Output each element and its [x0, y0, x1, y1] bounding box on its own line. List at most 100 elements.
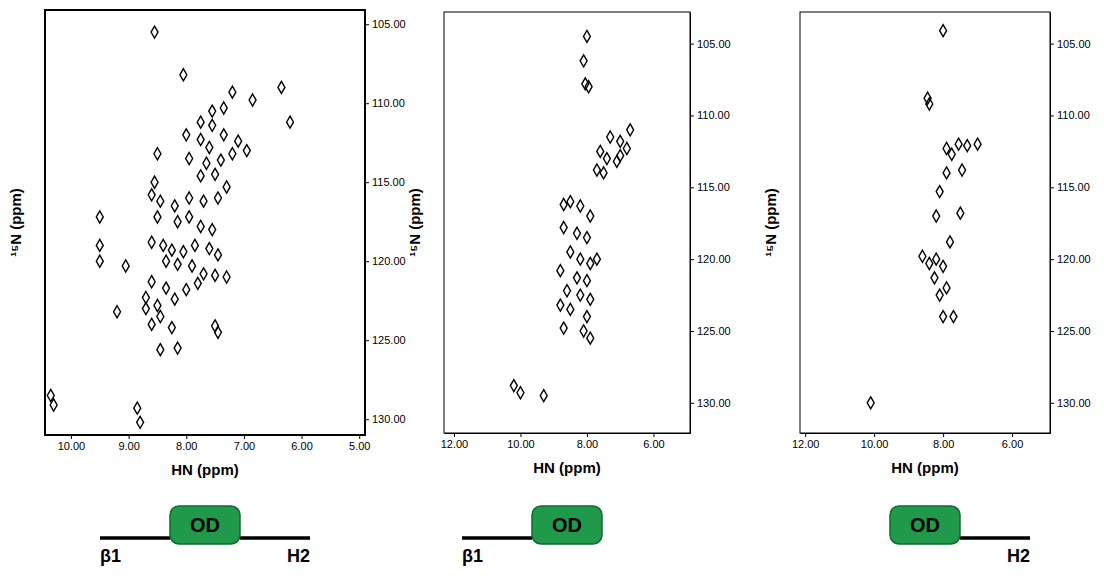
peak — [209, 119, 216, 131]
peak — [243, 145, 250, 157]
x-tick: 6.00 — [291, 435, 312, 452]
spectrum-panel: 10.009.008.007.006.005.00105.00110.00115… — [7, 10, 406, 566]
peak — [122, 260, 129, 272]
y-tick: 125.00 — [690, 325, 731, 337]
peak — [186, 152, 193, 164]
peak — [171, 200, 178, 212]
peak — [510, 380, 517, 392]
domain-label: OD — [552, 514, 582, 536]
x-tick: 8.00 — [176, 435, 197, 452]
peak — [197, 220, 204, 232]
x-tick-mark — [943, 433, 944, 437]
peak — [950, 311, 957, 323]
peak — [189, 260, 196, 272]
y-tick: 105.00 — [690, 38, 731, 50]
peak — [573, 272, 580, 284]
x-tick-mark — [587, 433, 588, 437]
peak — [587, 210, 594, 222]
x-tick-label: 9.00 — [118, 440, 139, 452]
x-tick-label: 12.00 — [441, 438, 469, 450]
x-tick-label: 8.00 — [933, 438, 954, 450]
peak — [206, 141, 213, 153]
x-tick-label: 6.00 — [643, 438, 664, 450]
y-tick-mark — [365, 24, 369, 25]
x-tick-label: 10.00 — [58, 440, 86, 452]
peak — [174, 216, 181, 228]
y-tick-label: 105.00 — [372, 18, 406, 30]
x-tick: 12.00 — [441, 433, 469, 450]
peak — [593, 253, 600, 265]
peak — [191, 239, 198, 251]
peak — [183, 129, 190, 141]
peak — [148, 318, 155, 330]
y-axis-title: ¹⁵N (ppm) — [762, 188, 779, 257]
peak — [154, 211, 161, 223]
peak — [197, 116, 204, 128]
plot-frame — [800, 12, 1050, 433]
peak — [163, 255, 170, 267]
peak — [585, 81, 592, 93]
peak — [209, 105, 216, 117]
peak — [936, 186, 943, 198]
peak — [933, 253, 940, 265]
peak — [931, 272, 938, 284]
peak — [151, 176, 158, 188]
peak — [168, 322, 175, 334]
y-tick-label: 110.00 — [372, 97, 405, 109]
y-tick-label: 110.00 — [1057, 109, 1090, 121]
construct-diagram: β1H2OD — [100, 506, 310, 566]
peak — [936, 289, 943, 301]
y-tick-label: 115.00 — [372, 176, 405, 188]
peak — [940, 311, 947, 323]
peak — [160, 239, 167, 251]
peak — [943, 282, 950, 294]
peak — [229, 148, 236, 160]
y-tick-label: 130.00 — [372, 413, 406, 425]
x-tick: 8.00 — [933, 433, 954, 450]
x-axis: 10.009.008.007.006.005.00 — [46, 435, 371, 452]
peak — [229, 86, 236, 98]
x-tick: 9.00 — [118, 435, 139, 452]
x-tick: 6.00 — [643, 433, 664, 450]
peak — [223, 271, 230, 283]
n-terminal-label: β1 — [100, 546, 121, 566]
x-tick-label: 6.00 — [1002, 438, 1023, 450]
y-tick-label: 130.00 — [1057, 397, 1091, 409]
peak — [583, 311, 590, 323]
peak — [235, 135, 242, 147]
y-tick-mark — [365, 182, 369, 183]
peak — [174, 342, 181, 354]
peak — [926, 98, 933, 110]
y-axis: 105.00110.00115.00120.00125.00130.00 — [365, 11, 406, 436]
peak — [940, 25, 947, 37]
peak — [151, 26, 158, 38]
peak — [287, 116, 294, 128]
y-axis: 105.00110.00115.00120.00125.00130.00 — [1050, 13, 1091, 434]
y-tick-mark — [690, 259, 694, 260]
peak — [180, 69, 187, 81]
peak — [220, 102, 227, 114]
peak — [567, 303, 574, 315]
x-tick-label: 8.00 — [577, 438, 598, 450]
peak — [180, 246, 187, 258]
y-axis-line — [365, 11, 366, 436]
spectrum-panel: 12.0010.008.006.00105.00110.00115.00120.… — [762, 12, 1091, 566]
x-tick-mark — [805, 433, 806, 437]
peak — [157, 195, 164, 207]
plot-frame — [444, 12, 690, 433]
peak — [183, 284, 190, 296]
peak — [623, 142, 630, 154]
x-axis-title: HN (ppm) — [533, 459, 601, 476]
peak — [940, 260, 947, 272]
y-tick-mark — [1050, 403, 1054, 404]
peak — [517, 387, 524, 399]
x-tick-label: 10.00 — [507, 438, 535, 450]
x-tick-label: 6.00 — [291, 440, 312, 452]
peak — [580, 325, 587, 337]
peak — [560, 221, 567, 233]
x-axis: 12.0010.008.006.00 — [792, 433, 1051, 450]
peak — [540, 390, 547, 402]
x-tick: 10.00 — [861, 433, 889, 450]
y-tick: 120.00 — [1050, 253, 1091, 265]
spectrum-panel: 12.0010.008.006.00105.00110.00115.00120.… — [406, 12, 731, 566]
